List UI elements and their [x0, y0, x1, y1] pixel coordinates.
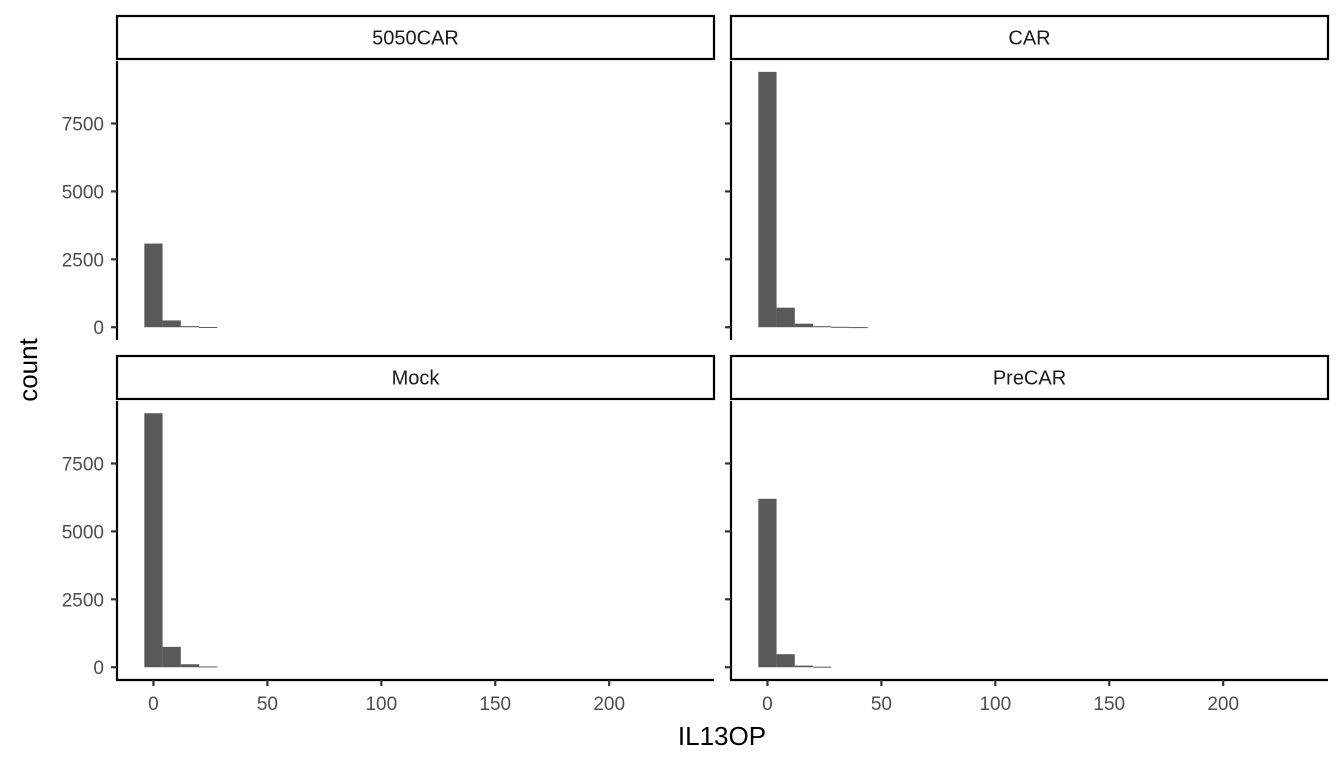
facet-panel: CAR — [725, 14, 1330, 340]
histogram-bar — [758, 498, 777, 668]
y-tick-label: 7500 — [62, 454, 104, 475]
facet-strip — [729, 354, 1330, 401]
x-axis-title: IL13OP — [678, 721, 766, 751]
x-tick-label: 50 — [257, 694, 278, 715]
y-tick-label: 5000 — [62, 522, 104, 543]
histogram-bar — [180, 664, 200, 668]
histogram-bar — [794, 323, 814, 328]
histogram-bar — [180, 326, 200, 328]
facet-strip — [115, 14, 716, 61]
histogram-bar — [794, 665, 814, 668]
x-tick-label: 0 — [148, 694, 159, 715]
x-tick-label: 100 — [979, 694, 1011, 715]
histogram-bar — [776, 654, 795, 668]
facet-strip-label: PreCAR — [993, 368, 1066, 390]
y-axis-title: count — [13, 337, 43, 401]
facet-panel: PreCAR 0 50 100 150 200 — [725, 354, 1330, 715]
facet-strip-label: CAR — [1008, 28, 1050, 50]
histogram-bar — [776, 307, 795, 328]
facet-strip-label: 5050CAR — [372, 28, 459, 50]
histogram-bar — [199, 326, 218, 328]
histogram-bar — [813, 666, 832, 668]
histogram-bar — [831, 326, 850, 328]
histogram-bar — [162, 320, 181, 328]
histogram-bar — [758, 71, 777, 328]
x-tick-label: 50 — [871, 694, 892, 715]
histogram-bar — [144, 413, 163, 668]
histogram-bar — [849, 327, 868, 329]
histogram-bar — [813, 326, 832, 328]
facet-strip — [115, 354, 716, 401]
facet-strip — [729, 14, 1330, 61]
x-tick-label: 0 — [762, 694, 773, 715]
x-tick-label: 100 — [365, 694, 397, 715]
x-tick-label: 150 — [479, 694, 511, 715]
y-tick-label: 2500 — [62, 590, 104, 611]
facet-panel: Mock 0 2500 5000 7500 0 50 100 150 200 — [62, 354, 716, 715]
histogram-bar — [144, 243, 163, 328]
x-tick-label: 200 — [1207, 694, 1239, 715]
facet-panel: 5050CAR 0 2500 5000 7500 — [62, 14, 716, 340]
y-tick-label: 2500 — [62, 250, 104, 271]
y-tick-label: 5000 — [62, 182, 104, 203]
x-tick-label: 200 — [593, 694, 625, 715]
x-tick-label: 150 — [1093, 694, 1125, 715]
panels: 5050CAR0250050007500CARMock0250050007500… — [62, 14, 1330, 715]
facet-strip-label: Mock — [392, 368, 441, 390]
histogram-bar — [162, 646, 181, 668]
histogram-bar — [199, 666, 218, 668]
y-tick-label: 0 — [93, 318, 104, 339]
y-tick-label: 7500 — [62, 114, 104, 135]
y-tick-label: 0 — [93, 658, 104, 679]
